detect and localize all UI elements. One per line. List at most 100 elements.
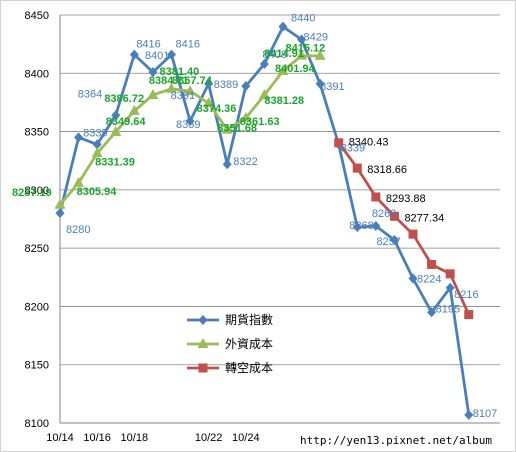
diamond-marker	[148, 67, 158, 78]
data-label: 8339	[341, 142, 365, 154]
x-tick-label: 10/24	[232, 432, 260, 444]
y-tick-label: 8450	[25, 10, 49, 22]
data-label: 8216	[454, 289, 478, 301]
data-label: 8381.40	[159, 66, 199, 78]
data-label: 8293.88	[386, 193, 426, 205]
triangle-marker	[221, 123, 233, 134]
data-label: 8224	[417, 273, 441, 285]
square-marker	[198, 363, 208, 373]
square-marker	[464, 310, 474, 320]
square-marker	[371, 192, 381, 202]
legend-label: 外資成本	[225, 337, 273, 351]
y-tick-label: 8200	[25, 301, 49, 313]
data-label: 8318.66	[367, 164, 407, 176]
data-label: 8107	[473, 408, 497, 420]
data-label: 8416	[175, 39, 199, 51]
diamond-marker	[166, 49, 176, 60]
triangle-marker	[54, 198, 66, 209]
x-tick-label: 10/22	[195, 432, 223, 444]
data-label: 8277.34	[404, 212, 444, 224]
data-label: 8359	[176, 119, 200, 131]
data-label: 8361.63	[240, 116, 280, 128]
data-label: 8280	[66, 224, 90, 236]
square-marker	[445, 269, 455, 279]
diamond-marker	[204, 78, 214, 89]
diamond-marker	[241, 81, 251, 92]
data-label: 8401	[145, 50, 169, 62]
triangle-marker	[91, 147, 103, 158]
data-label: 8386.72	[104, 93, 144, 105]
x-tick-label: 10/16	[83, 432, 111, 444]
data-label: 8351.68	[217, 123, 257, 135]
square-marker	[352, 163, 362, 173]
data-label: 8414.91	[264, 48, 304, 60]
data-label: 8384.71	[149, 75, 189, 87]
watermark-text: http://yen13.pixnet.net/album	[300, 434, 492, 447]
x-tick-label: 10/18	[121, 432, 149, 444]
triangle-marker	[296, 49, 308, 60]
triangle-marker	[203, 97, 215, 108]
triangle-marker	[277, 65, 289, 76]
diamond-marker	[278, 21, 288, 32]
diamond-marker	[371, 220, 381, 231]
axes	[59, 15, 500, 424]
diamond-marker	[297, 34, 307, 45]
data-label: 8408	[262, 49, 286, 61]
data-label: 8440	[291, 13, 315, 25]
square-marker	[427, 259, 437, 269]
diamond-marker	[389, 234, 399, 245]
diamond-marker	[111, 110, 121, 121]
diamond-marker	[129, 49, 139, 60]
data-label: 8331.39	[95, 156, 135, 168]
data-label: 8391	[320, 81, 344, 93]
data-label: 8257	[376, 236, 400, 248]
square-marker	[334, 138, 344, 148]
diamond-marker	[198, 315, 208, 325]
diamond-marker	[92, 139, 102, 150]
legend-label: 期貨指數	[225, 312, 273, 327]
diamond-marker	[427, 307, 437, 318]
watermark-backdrop	[296, 430, 514, 449]
y-tick-label: 8150	[25, 360, 49, 372]
triangle-marker	[240, 112, 252, 123]
data-label: 8415.12	[286, 43, 326, 55]
diamond-marker	[464, 409, 474, 420]
data-label: 8381.28	[264, 95, 304, 107]
x-tick-label: 10/14	[46, 432, 74, 444]
data-label: 8429	[304, 31, 328, 43]
series-group	[54, 21, 474, 420]
triangle-marker	[147, 88, 159, 99]
triangle-marker	[110, 125, 122, 136]
data-label: 8349.64	[106, 116, 147, 128]
y-tick-label: 8250	[25, 243, 49, 255]
data-label: 8364	[78, 88, 102, 100]
square-marker	[408, 229, 418, 239]
diamond-marker	[259, 58, 269, 69]
triangle-marker	[314, 49, 326, 60]
y-tick-label: 8350	[25, 127, 49, 139]
diamond-marker	[55, 208, 65, 219]
triangle-marker	[128, 104, 140, 115]
data-label: 8305.94	[77, 186, 118, 198]
plot-area	[60, 15, 500, 423]
diamond-marker	[222, 159, 232, 170]
data-label: 8374.36	[197, 103, 237, 115]
data-label: 8391	[171, 90, 195, 102]
diamond-marker	[408, 273, 418, 284]
y-tick-labels: 8100 8150 8200 8250 8300 8350 8400 8450	[25, 10, 49, 430]
data-labels: 8280833983648416840184168359839183228389…	[12, 13, 497, 420]
y-tick-label: 8300	[25, 185, 49, 197]
data-label: 8367.74	[172, 75, 213, 87]
data-label: 8416	[136, 39, 160, 51]
triangle-marker	[184, 85, 196, 96]
triangle-marker	[73, 176, 85, 187]
data-label: 8287.19	[12, 187, 52, 199]
legend-label: 轉空成本	[225, 361, 273, 375]
triangle-marker	[165, 82, 177, 93]
y-tick-label: 8400	[25, 68, 49, 80]
data-label: 8401.94	[275, 63, 316, 75]
diamond-marker	[445, 282, 455, 293]
data-label: 8340.43	[349, 137, 389, 149]
